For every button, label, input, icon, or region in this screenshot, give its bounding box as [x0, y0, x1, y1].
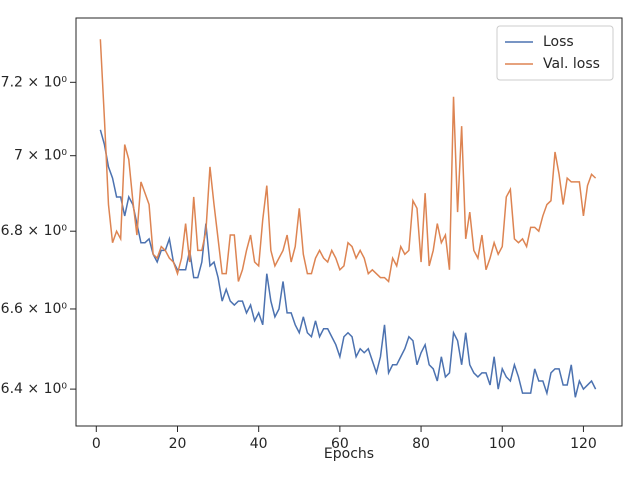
y-tick-label: 6.4 × 10⁰ [1, 381, 68, 397]
x-tick-label: 20 [169, 436, 187, 452]
x-tick-label: 80 [412, 436, 430, 452]
x-axis-label: Epochs [324, 446, 374, 462]
x-tick-label: 120 [570, 436, 597, 452]
y-tick-label: 6.6 × 10⁰ [1, 301, 68, 317]
y-tick-label: 6.8 × 10⁰ [1, 223, 68, 239]
legend-box [496, 25, 614, 81]
series-line [99, 129, 597, 398]
legend: Loss Val. loss [496, 25, 614, 81]
legend-label: Loss [543, 34, 574, 50]
x-tick-label: 60 [331, 436, 349, 452]
x-tick-label: 0 [92, 436, 101, 452]
x-tick-label: 100 [489, 436, 516, 452]
x-tick-label: 40 [250, 436, 268, 452]
series-line [99, 39, 597, 283]
y-tick-label: 7 × 10⁰ [14, 148, 67, 164]
legend-label: Val. loss [543, 56, 600, 72]
y-tick-label: 7.2 × 10⁰ [1, 74, 68, 90]
plot-frame [75, 17, 623, 427]
